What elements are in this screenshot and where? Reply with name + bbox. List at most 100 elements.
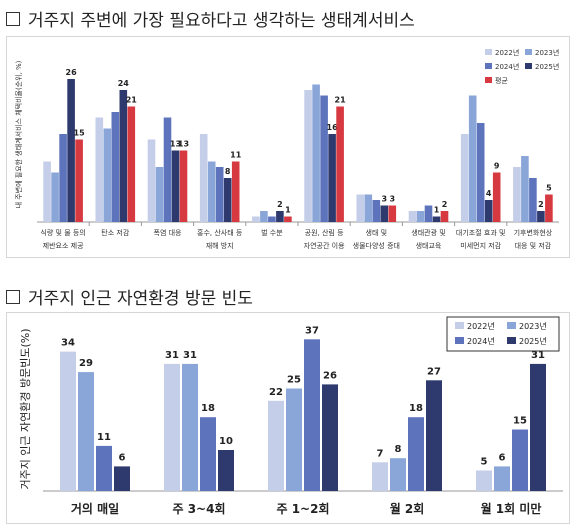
data-label: 18: [201, 403, 215, 414]
data-label: 3: [382, 195, 388, 204]
bar: [95, 117, 104, 222]
bar: [96, 445, 112, 491]
x-tick-label: 홍수, 산사태 등: [197, 228, 243, 237]
x-tick-label: 제반요소 제공: [43, 241, 84, 250]
data-label: 4: [486, 189, 492, 198]
bar: [476, 470, 492, 491]
bar: [372, 200, 381, 222]
legend-swatch: [507, 322, 516, 329]
legend-label: 2022년: [467, 321, 495, 331]
bar: [424, 205, 433, 222]
data-label: 22: [269, 387, 283, 398]
bar: [78, 372, 94, 491]
data-label: 5: [546, 184, 552, 193]
x-tick-label: 주 1~2회: [276, 501, 329, 516]
legend-swatch: [485, 77, 492, 83]
bar: [60, 351, 76, 491]
bar: [440, 211, 449, 222]
bar: [494, 466, 510, 491]
bar: [163, 117, 172, 222]
bar: [530, 363, 546, 491]
legend-swatch: [455, 337, 464, 344]
bar: [328, 134, 336, 222]
bar: [155, 167, 164, 222]
x-tick-label: 대기조절 효과 및: [456, 228, 506, 237]
bottom-chart-panel: 거주지 인근 자연환경 방문빈도(%) 34 29 11 6 거의 매일 31 31 18 10 주…: [6, 312, 570, 524]
bar: [218, 450, 234, 491]
x-tick-label: 생태 및: [366, 228, 388, 237]
bar: [364, 194, 373, 222]
bar: [182, 363, 198, 491]
checkbox-icon: [6, 11, 20, 26]
bar: [147, 139, 156, 222]
x-tick-label: 벌 수분: [261, 228, 283, 237]
legend-box: [446, 316, 560, 352]
legend-swatch: [525, 63, 532, 69]
bar: [408, 417, 424, 491]
bar: [304, 90, 312, 222]
bar: [252, 216, 260, 222]
data-label: 7: [377, 448, 384, 459]
bar: [200, 417, 216, 491]
bar: [75, 139, 83, 222]
bar: [268, 216, 276, 222]
bar: [111, 112, 120, 222]
legend-label: 2025년: [535, 62, 559, 71]
bar: [179, 150, 188, 222]
top-section-title: 거주지 주변에 가장 필요하다고 생각하는 생태계서비스: [6, 6, 415, 31]
x-tick-label: 생물다양성 증대: [353, 241, 400, 250]
x-tick-label: 재해 방지: [206, 241, 234, 250]
x-tick-label: 탄소 저감: [101, 228, 130, 237]
data-label: 8: [225, 167, 231, 176]
bar: [416, 211, 425, 222]
data-label: 31: [165, 350, 179, 361]
x-tick-label: 공원, 산림 등: [305, 228, 344, 237]
data-label: 13: [170, 140, 181, 149]
legend-label: 평균: [495, 76, 508, 85]
bar: [171, 150, 180, 222]
bar: [512, 429, 528, 491]
data-label: 13: [178, 140, 189, 149]
data-label: 8: [395, 444, 402, 455]
legend-swatch: [485, 49, 492, 55]
legend-label: 2024년: [495, 62, 519, 71]
x-tick-label: 미세먼지 저감: [460, 241, 501, 250]
bar: [231, 161, 240, 222]
bar: [322, 384, 338, 491]
bar: [127, 106, 136, 222]
data-label: 26: [66, 68, 78, 77]
data-label: 25: [287, 375, 301, 386]
legend-label: 2023년: [519, 321, 547, 331]
bar: [545, 194, 553, 222]
data-label: 5: [481, 457, 488, 468]
data-label: 2: [442, 200, 448, 209]
legend-label: 2023년: [535, 48, 559, 57]
x-tick-label: 기후변화현상: [514, 228, 553, 237]
data-label: 37: [305, 325, 319, 336]
bar: [268, 400, 284, 491]
bar: [51, 172, 59, 222]
bar: [537, 211, 545, 222]
data-label: 18: [409, 403, 423, 414]
data-label: 10: [219, 436, 233, 447]
bar: [103, 128, 112, 222]
x-tick-label: 폭염 대응: [154, 229, 183, 237]
bar: [67, 79, 75, 222]
bar: [320, 95, 328, 222]
bar: [484, 200, 493, 222]
bar: [513, 167, 521, 222]
x-tick-label: 생태관광 및: [411, 228, 445, 237]
data-label: 21: [126, 96, 138, 105]
data-label: 15: [513, 416, 527, 427]
bar: [199, 134, 208, 222]
bar: [492, 172, 501, 222]
bar: [312, 84, 320, 222]
bar: [356, 194, 365, 222]
x-tick-label: 주 3~4회: [172, 501, 225, 516]
bottom-heading: 거주지 인근 자연환경 방문 빈도: [28, 289, 253, 309]
bar: [276, 211, 284, 222]
bar: [432, 216, 441, 222]
legend-swatch: [455, 322, 464, 329]
bar: [207, 161, 216, 222]
